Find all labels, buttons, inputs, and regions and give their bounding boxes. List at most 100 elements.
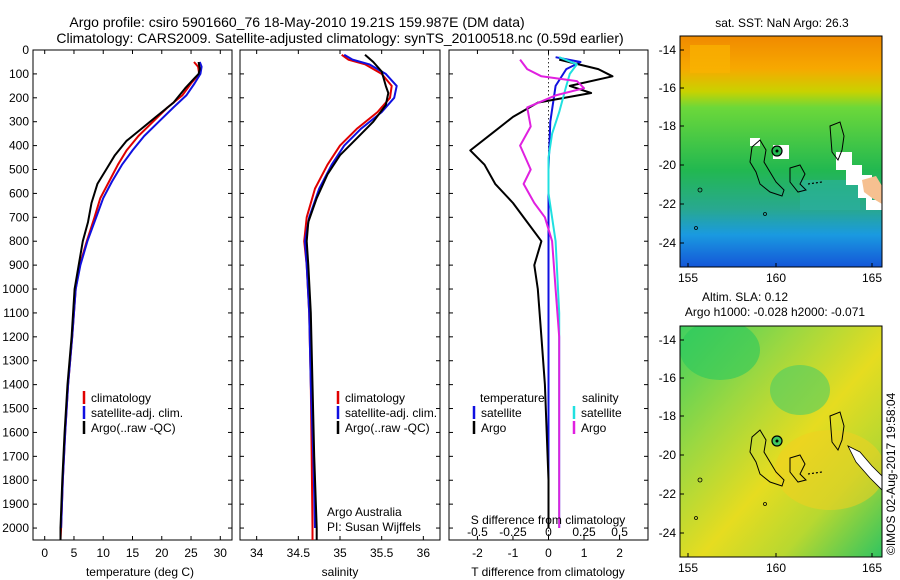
map-y-tick-label: -20 <box>659 448 677 462</box>
legend-label-sal-argo: Argo <box>581 421 607 435</box>
depth-axis: 0 100 200 300 400 500 600 700 800 900 1000 1100 1200… <box>2 43 232 535</box>
legend-label-temp-satellite: satellite <box>481 406 522 420</box>
series-line-temperature-argo <box>469 58 614 528</box>
top-x-tick-label: -0.25 <box>499 525 527 539</box>
sla-islet-3 <box>763 502 767 506</box>
series-line-argo-raw-qc- <box>305 54 390 540</box>
x-tick-label: -2 <box>472 546 483 560</box>
series-line-salinity-argo <box>519 59 585 528</box>
depth-tick-label: 500 <box>9 163 29 177</box>
top-x-tick-label: 0.25 <box>572 525 596 539</box>
salinity-panel: 34 34.5 35 35.5 36 salinity climatology sate… <box>239 49 441 579</box>
difference-depth-ticks <box>449 49 648 529</box>
sla-low-patch <box>680 326 760 380</box>
depth-tick-label: 1000 <box>2 282 29 296</box>
sla-islet-1 <box>697 477 703 483</box>
depth-tick-label: 400 <box>9 139 29 153</box>
depth-tick-label: 1800 <box>2 473 29 487</box>
sst-map-axes: 155 160 165 -14 -16 -18 -20 -22 -24 <box>659 43 883 285</box>
map-y-tick-label: -14 <box>659 43 677 57</box>
imos-credit: ©IMOS 02-Aug-2017 19:58:04 <box>884 392 898 555</box>
temperature-xlabel: temperature (deg C) <box>86 565 194 579</box>
x-tick-label: 34.5 <box>287 546 311 560</box>
legend-label-temp-argo: Argo <box>481 421 507 435</box>
depth-tick-label: 1500 <box>2 402 29 416</box>
x-tick-label: 34 <box>250 546 264 560</box>
depth-tick-label: 900 <box>9 258 29 272</box>
title-line-2: Climatology: CARS2009. Satellite-adjuste… <box>56 30 623 46</box>
series-line-salinity-satellite <box>547 56 578 528</box>
difference-top-xlabel: S difference from climatology <box>471 513 626 527</box>
depth-tick-label: 300 <box>9 115 29 129</box>
sla-coast <box>847 445 882 491</box>
sla-argo-position-dot <box>775 439 779 443</box>
x-tick-label: 35.5 <box>370 546 394 560</box>
pi-annotation: PI: Susan Wijffels <box>327 520 421 534</box>
legend-label-climatology: climatology <box>91 391 151 405</box>
temperature-series <box>59 61 203 541</box>
map-x-tick-label: 165 <box>862 271 882 285</box>
series-line-climatology <box>303 53 393 540</box>
depth-tick-label: 200 <box>9 91 29 105</box>
sst-islet-2 <box>694 226 698 230</box>
map-y-tick-label: -16 <box>659 81 677 95</box>
legend-label-climatology: climatology <box>345 391 405 405</box>
temperature-legend: climatology satellite-adj. clim. Argo(..… <box>82 391 183 435</box>
sst-coast-orange <box>862 176 882 204</box>
sla-map-frame <box>679 325 883 558</box>
map-y-tick-label: -22 <box>659 487 677 501</box>
sla-reef-east <box>789 454 807 483</box>
sst-map-frame <box>679 35 883 268</box>
map-x-tick-label: 155 <box>678 561 698 575</box>
x-tick-label: 2 <box>616 546 623 560</box>
sst-islet-3 <box>763 212 767 216</box>
difference-xlabel: T difference from climatology <box>471 565 625 579</box>
depth-tick-label: 700 <box>9 210 29 224</box>
salinity-x-axis: 34 34.5 35 35.5 36 <box>250 50 430 560</box>
depth-tick-label: 1100 <box>3 306 29 320</box>
map-x-tick-label: 160 <box>766 271 786 285</box>
difference-series <box>469 56 614 528</box>
depth-tick-label: 0 <box>22 43 29 57</box>
depth-tick-label: 1300 <box>2 354 29 368</box>
sst-reef-east <box>789 164 807 193</box>
sst-map-title: sat. SST: NaN Argo: 26.3 <box>715 16 849 30</box>
title-line-1: Argo profile: csiro 5901660_76 18-May-20… <box>69 14 524 30</box>
x-tick-label: 35 <box>333 546 347 560</box>
temperature-x-axis: 0 5 10 15 20 25 30 <box>41 50 227 560</box>
map-y-tick-label: -16 <box>659 371 677 385</box>
argo-australia-annotation: Argo Australia <box>327 505 402 519</box>
difference-panel: -2 -1 0 1 2 -0.5 -0.25 0 0.25 0.5 T difference fr… <box>448 49 649 579</box>
series-line-satellite-adj-clim- <box>60 61 203 529</box>
series-line-argo-raw-qc- <box>59 61 201 540</box>
x-tick-label: 30 <box>214 546 228 560</box>
sla-map-axes: 155 160 165 -14 -16 -18 -20 -22 -24 <box>659 333 883 575</box>
depth-tick-label: 800 <box>9 234 29 248</box>
top-x-tick-label: -0.5 <box>467 525 488 539</box>
x-tick-label: 1 <box>581 546 588 560</box>
series-line-satellite-adj-clim- <box>304 53 398 529</box>
legend-label-satellite: satellite-adj. clim. <box>345 406 437 420</box>
map-y-tick-label: -18 <box>659 409 677 423</box>
series-line-climatology <box>59 61 201 541</box>
map-y-tick-label: -24 <box>659 526 677 540</box>
salinity-depth-ticks <box>240 49 440 529</box>
legend-title-salinity: salinity <box>582 391 619 405</box>
map-y-tick-label: -22 <box>659 197 677 211</box>
x-tick-label: 36 <box>417 546 431 560</box>
depth-tick-label: 600 <box>9 186 29 200</box>
sst-islet-1 <box>697 187 703 193</box>
depth-tick-label: 2000 <box>2 521 29 535</box>
depth-tick-label: 1900 <box>2 497 29 511</box>
x-tick-label: 25 <box>184 546 198 560</box>
sla-reef-far-east <box>829 411 845 452</box>
salinity-xlabel: salinity <box>322 565 359 579</box>
map-y-tick-label: -20 <box>659 158 677 172</box>
x-tick-label: 15 <box>126 546 140 560</box>
top-x-tick-label: 0.5 <box>611 525 628 539</box>
depth-tick-label: 100 <box>9 67 29 81</box>
top-x-tick-label: 0 <box>545 525 552 539</box>
x-tick-label: 0 <box>545 546 552 560</box>
sla-islet-2 <box>694 516 698 520</box>
